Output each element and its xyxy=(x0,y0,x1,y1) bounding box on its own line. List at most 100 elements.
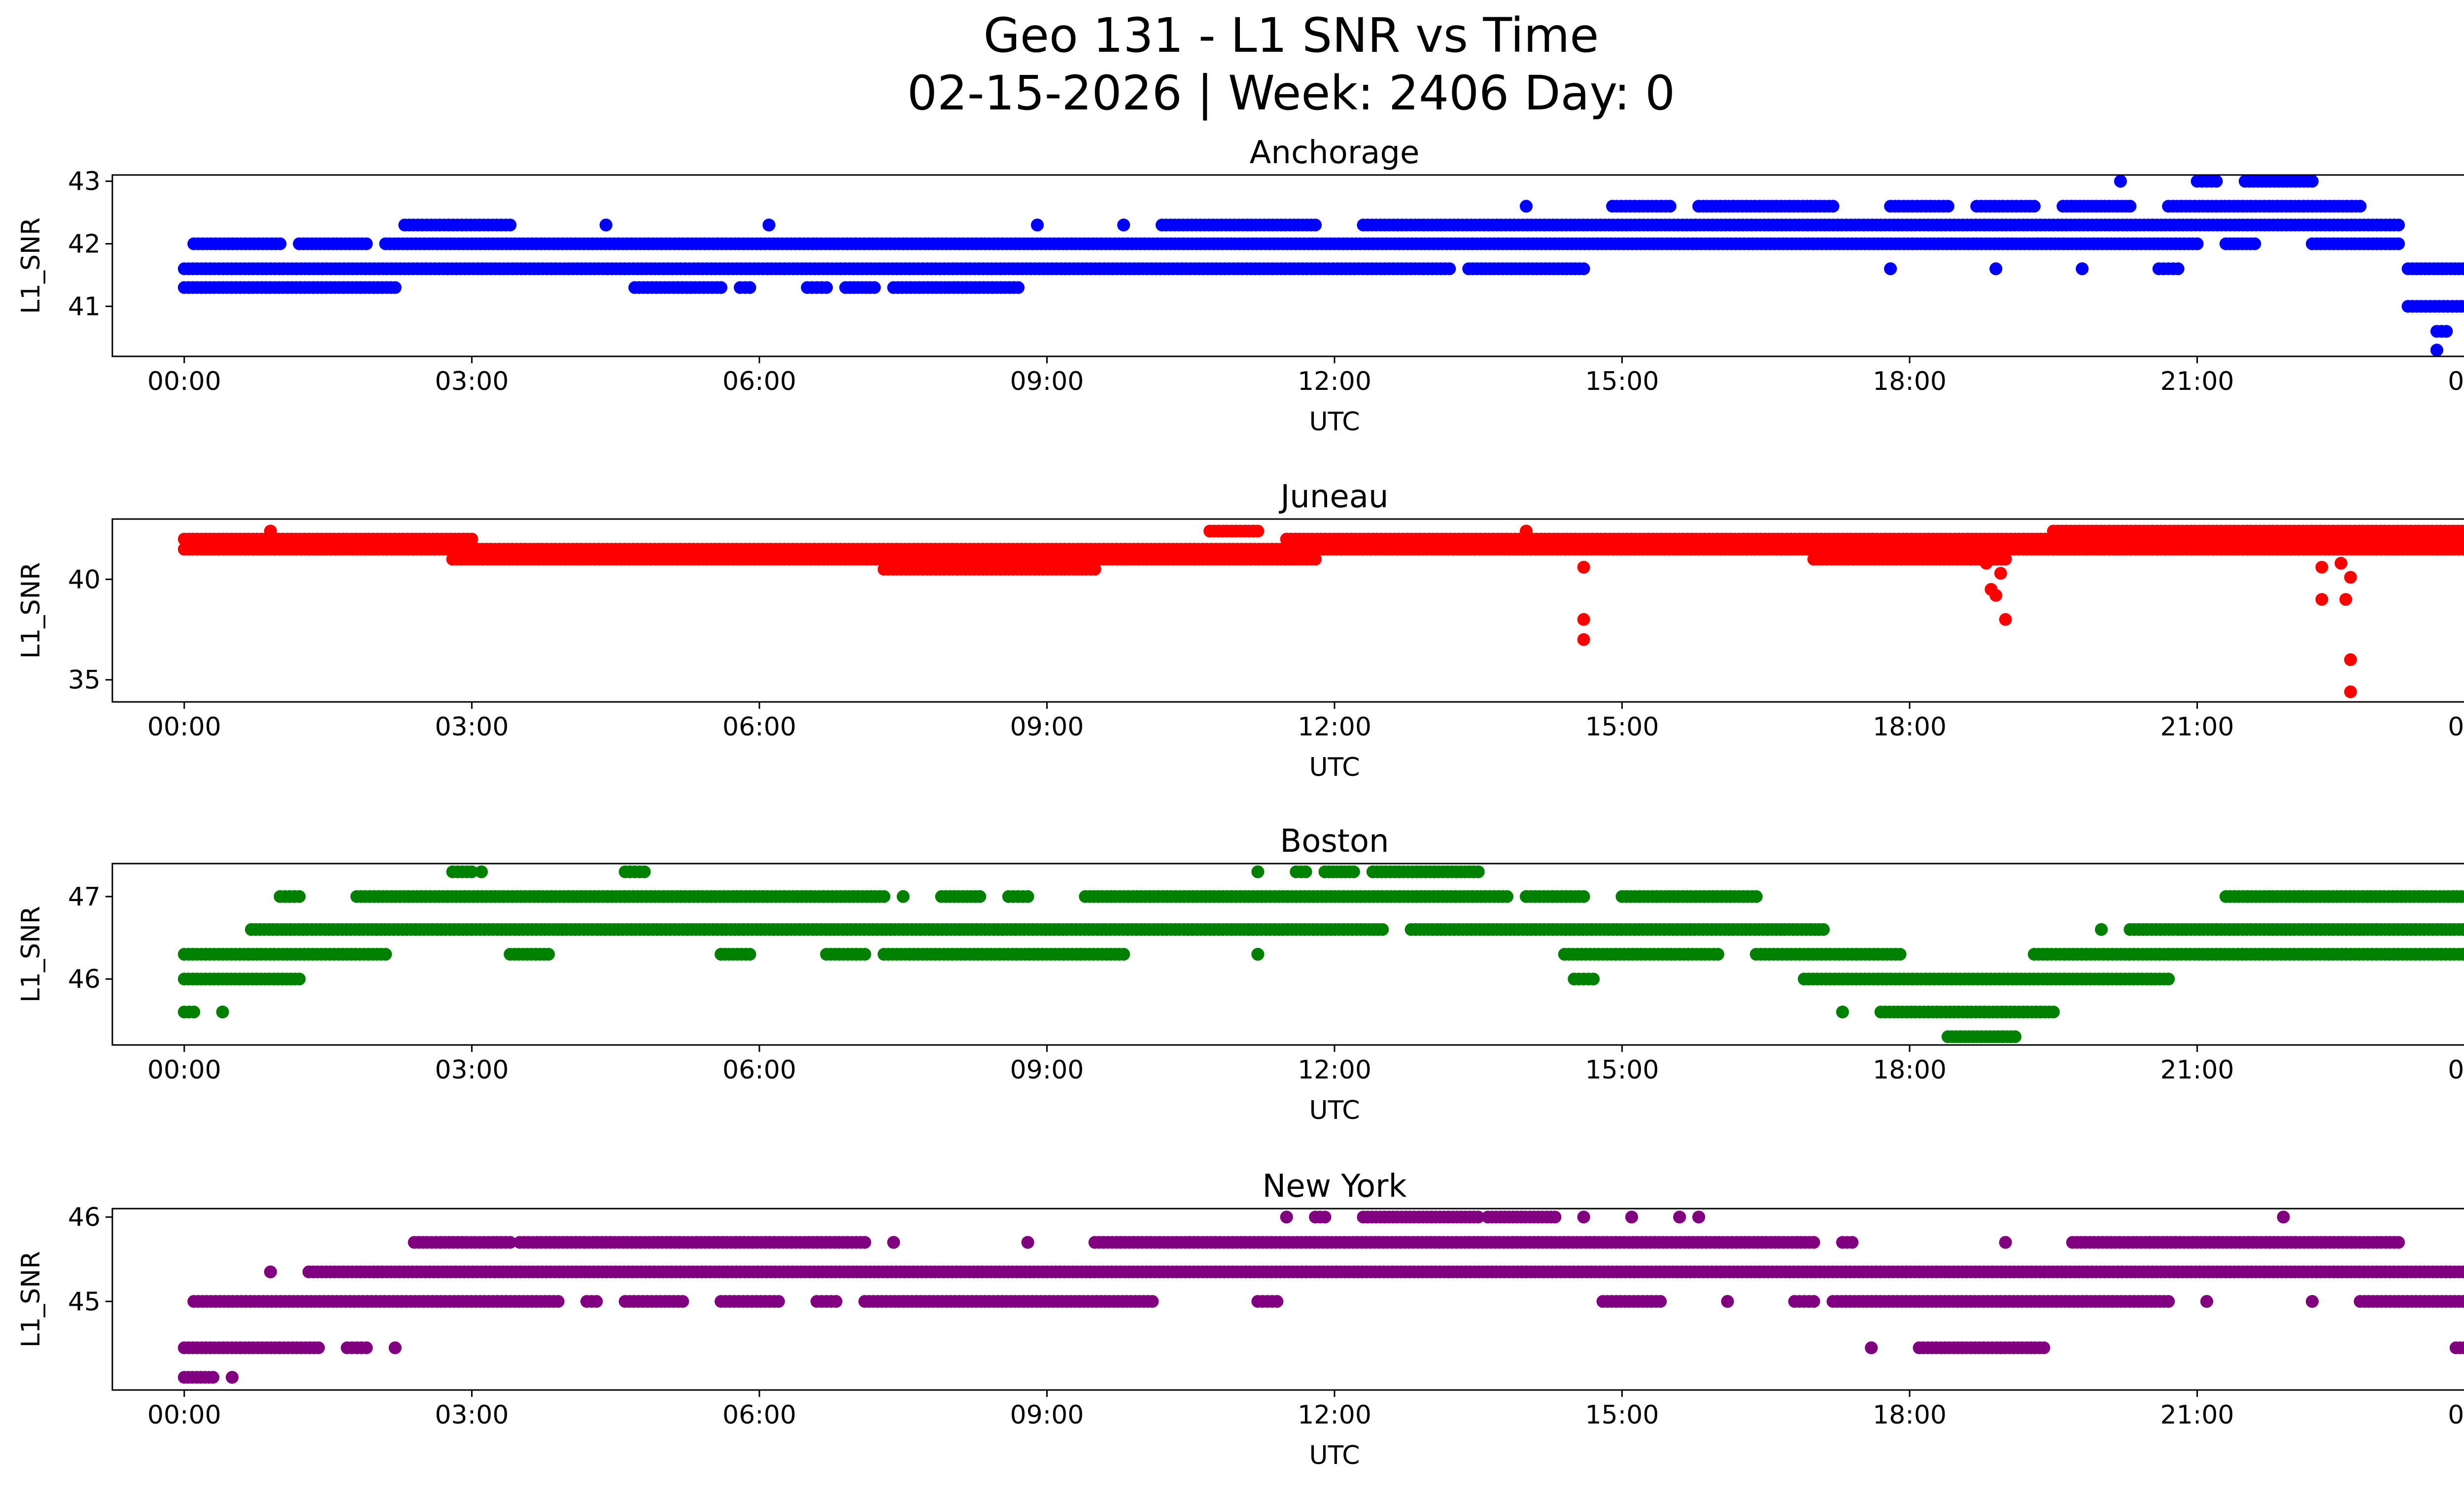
data-point xyxy=(2430,344,2443,356)
data-point xyxy=(274,237,287,250)
data-point xyxy=(2095,923,2108,936)
data-point xyxy=(2459,890,2464,903)
x-tick-label: 03:00 xyxy=(435,712,509,742)
x-tick-label: 06:00 xyxy=(722,712,796,742)
data-point xyxy=(542,948,555,961)
data-point xyxy=(2392,237,2405,250)
data-point xyxy=(1031,218,1044,232)
data-point xyxy=(1999,613,2012,626)
data-point xyxy=(2354,200,2367,213)
subplot-title: New York xyxy=(1262,1168,1406,1205)
data-point xyxy=(475,865,488,878)
x-tick-label: 21:00 xyxy=(2160,712,2234,742)
data-point xyxy=(1347,865,1360,878)
data-point xyxy=(1270,1295,1284,1308)
scatter-series xyxy=(177,175,2464,356)
data-point xyxy=(504,218,517,232)
data-point xyxy=(1836,1006,1849,1019)
x-tick-label: 00:00 xyxy=(2448,1055,2464,1085)
data-point xyxy=(762,218,776,232)
data-point xyxy=(2459,300,2464,313)
x-tick-label: 03:00 xyxy=(435,367,509,396)
data-point xyxy=(312,1341,325,1355)
data-point xyxy=(1309,553,1322,566)
data-point xyxy=(1711,948,1724,961)
data-point xyxy=(1749,890,1763,903)
y-axis-label: L1_SNR xyxy=(16,217,46,314)
x-tick-label: 12:00 xyxy=(1298,1055,1371,1085)
data-point xyxy=(676,1295,689,1308)
data-point xyxy=(2461,544,2464,555)
data-point xyxy=(2009,1030,2021,1043)
data-point xyxy=(1251,948,1265,961)
data-point xyxy=(1520,200,1533,213)
data-point xyxy=(2076,262,2089,276)
subplot-title: Juneau xyxy=(1278,479,1388,515)
data-point xyxy=(1309,218,1322,232)
x-tick-label: 09:00 xyxy=(1010,1055,1084,1085)
x-tick-label: 15:00 xyxy=(1585,1055,1659,1085)
data-point xyxy=(973,890,987,903)
data-point xyxy=(1989,262,2003,276)
x-tick-label: 21:00 xyxy=(2160,1055,2234,1085)
data-point xyxy=(465,865,479,878)
data-point xyxy=(772,1295,785,1308)
x-tick-label: 09:00 xyxy=(1010,367,1084,396)
data-point xyxy=(1577,560,1590,574)
x-tick-label: 12:00 xyxy=(1298,367,1371,396)
data-point xyxy=(1117,948,1130,961)
data-point xyxy=(2461,924,2464,935)
data-point xyxy=(1299,865,1312,878)
data-point xyxy=(1989,589,2003,602)
data-point xyxy=(2306,175,2319,188)
data-point xyxy=(638,865,651,878)
data-point xyxy=(2315,560,2328,574)
data-point xyxy=(2334,556,2348,570)
data-point xyxy=(2461,263,2464,274)
data-point xyxy=(360,237,373,250)
data-point xyxy=(264,524,277,538)
figure-title-line-1: Geo 131 - L1 SNR vs Time xyxy=(984,8,1599,63)
data-point xyxy=(743,281,756,294)
y-axis-label: L1_SNR xyxy=(16,906,46,1003)
data-point xyxy=(829,1295,843,1308)
data-point xyxy=(858,948,871,961)
scatter-series xyxy=(177,524,2464,698)
data-point xyxy=(551,1295,565,1308)
data-point xyxy=(1501,890,1514,903)
data-point xyxy=(2344,571,2357,584)
data-point xyxy=(187,1006,201,1019)
data-point xyxy=(1807,1295,1820,1308)
y-axis-label: L1_SNR xyxy=(16,562,46,659)
data-point xyxy=(1088,562,1101,576)
data-point xyxy=(2162,973,2175,986)
data-point xyxy=(1577,262,1590,276)
data-point xyxy=(1472,865,1485,878)
data-point xyxy=(896,890,910,903)
x-tick-label: 21:00 xyxy=(2160,367,2234,396)
data-point xyxy=(1980,556,1993,570)
data-point xyxy=(877,890,890,903)
data-point xyxy=(2339,593,2353,606)
y-tick-label: 43 xyxy=(68,167,101,197)
x-tick-label: 00:00 xyxy=(2448,367,2464,396)
data-point xyxy=(1999,553,2012,566)
data-point xyxy=(1663,200,1677,213)
data-point xyxy=(1989,553,2003,566)
data-point xyxy=(1884,262,1897,276)
data-point xyxy=(2200,1295,2213,1308)
data-point xyxy=(2123,200,2137,213)
data-point xyxy=(1587,973,1600,986)
data-point xyxy=(388,281,402,294)
data-point xyxy=(2248,237,2261,250)
data-point xyxy=(2392,218,2405,232)
data-point xyxy=(2461,949,2464,960)
data-point xyxy=(1251,524,1265,538)
x-axis-label: UTC xyxy=(1309,407,1360,437)
data-point xyxy=(216,1006,229,1019)
x-tick-label: 06:00 xyxy=(722,367,796,396)
x-tick-label: 06:00 xyxy=(722,1055,796,1085)
